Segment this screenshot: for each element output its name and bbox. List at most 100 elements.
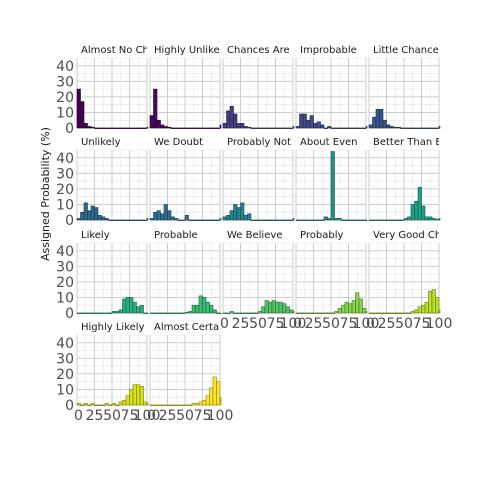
facet-strip-label: Little Chance [373, 45, 439, 56]
facet-strip-label: Probably Not [227, 137, 291, 148]
histogram-bar [435, 127, 440, 129]
facet-strip-label: Probably [300, 230, 343, 241]
histogram-bar [160, 213, 165, 221]
x-tick-label: 50 [395, 316, 413, 332]
histogram-bar [195, 304, 200, 314]
histogram-bar [372, 219, 377, 221]
histogram-bar [216, 219, 221, 221]
histogram-bar [205, 127, 210, 129]
histogram-bar [195, 403, 200, 406]
x-tick-label: 0 [293, 316, 302, 332]
histogram-bar [149, 312, 154, 314]
histogram-bar [254, 219, 259, 221]
histogram-bar [393, 219, 398, 221]
histogram-bar [111, 311, 116, 314]
histogram-bar [250, 127, 255, 129]
histogram-bar [257, 127, 262, 129]
histogram-bar [111, 219, 116, 221]
histogram-bar [198, 295, 203, 314]
histogram-bar [344, 219, 349, 221]
histogram-bar [313, 123, 318, 129]
histogram-bar [275, 301, 280, 314]
histogram-bar [153, 88, 158, 129]
histogram-bar [97, 215, 102, 221]
facet-strip-label: About Even [300, 137, 357, 148]
x-tick-label: 0 [366, 316, 375, 332]
histogram-bars [295, 113, 368, 129]
histogram-bar [341, 127, 346, 129]
histogram-bar [257, 311, 262, 314]
histogram-bars [295, 292, 368, 314]
x-tick-label: 25 [232, 316, 250, 332]
histogram-bar [118, 401, 123, 406]
histogram-bar [379, 219, 384, 221]
histogram-bar [174, 312, 179, 314]
facet-strip-label: Very Good Ch [373, 230, 441, 241]
histogram-bar [216, 127, 221, 129]
histogram-bar [330, 312, 335, 314]
histogram-bar [316, 312, 321, 314]
histogram-bar [396, 219, 401, 221]
histogram-bar [143, 127, 148, 129]
histogram-bar [261, 127, 266, 129]
panel-grid [149, 334, 221, 406]
x-tick-label: 100 [280, 316, 307, 332]
histogram-bar [115, 127, 120, 129]
x-tick-label: 100 [134, 408, 161, 424]
x-tick-label: 100 [207, 408, 234, 424]
histogram-bar [372, 116, 377, 129]
histogram-bar [285, 306, 290, 314]
x-tick-label: 50 [249, 316, 267, 332]
histogram-bar [111, 127, 116, 129]
histogram-bar [410, 204, 415, 221]
histogram-bar [94, 404, 99, 406]
histogram-bar [80, 312, 85, 314]
histogram-bar [348, 127, 353, 129]
x-tick-label: 0 [147, 408, 156, 424]
histogram-bar [205, 301, 210, 314]
histogram-bar [292, 218, 295, 221]
histogram-bar [122, 127, 127, 129]
histogram-bar [118, 309, 123, 314]
histogram-bar [153, 312, 158, 314]
histogram-bar [90, 126, 95, 129]
histogram-bar [400, 127, 405, 129]
facet-panel: Better Than Ev [368, 137, 441, 221]
histogram-bar [379, 312, 384, 314]
histogram-bar [247, 312, 252, 314]
histogram-bar [438, 309, 441, 314]
histogram-bar [160, 312, 165, 314]
histogram-bar [396, 312, 401, 314]
histogram-bar [174, 127, 179, 129]
facet-strip-label: Probable [154, 230, 198, 241]
histogram-bar [184, 215, 189, 221]
histogram-bars [149, 88, 222, 129]
histogram-bar [295, 312, 300, 314]
histogram-bar [191, 127, 196, 129]
histogram-bar [160, 404, 165, 406]
histogram-bar [282, 219, 287, 221]
histogram-bar [233, 312, 238, 314]
x-tick-label: 50 [103, 408, 121, 424]
histogram-bar [146, 312, 149, 314]
histogram-bar [209, 387, 214, 406]
histogram-bar [139, 219, 144, 221]
histogram-bar [167, 312, 172, 314]
histogram-bar [149, 218, 154, 221]
histogram-bar [309, 219, 314, 221]
histogram-bar [295, 219, 300, 221]
histogram-bar [389, 126, 394, 129]
histogram-bars [222, 300, 295, 314]
histogram-bar [132, 384, 137, 406]
histogram-bar [101, 127, 106, 129]
histogram-bar [295, 126, 300, 129]
histogram-bar [90, 403, 95, 406]
histogram-bar [136, 127, 141, 129]
histogram-bar [115, 311, 120, 314]
histogram-bar [219, 218, 222, 221]
histogram-bar [101, 216, 106, 221]
histogram-bar [146, 403, 149, 406]
facet-strip-label: Likely [81, 230, 110, 241]
histogram-bar [108, 127, 113, 129]
